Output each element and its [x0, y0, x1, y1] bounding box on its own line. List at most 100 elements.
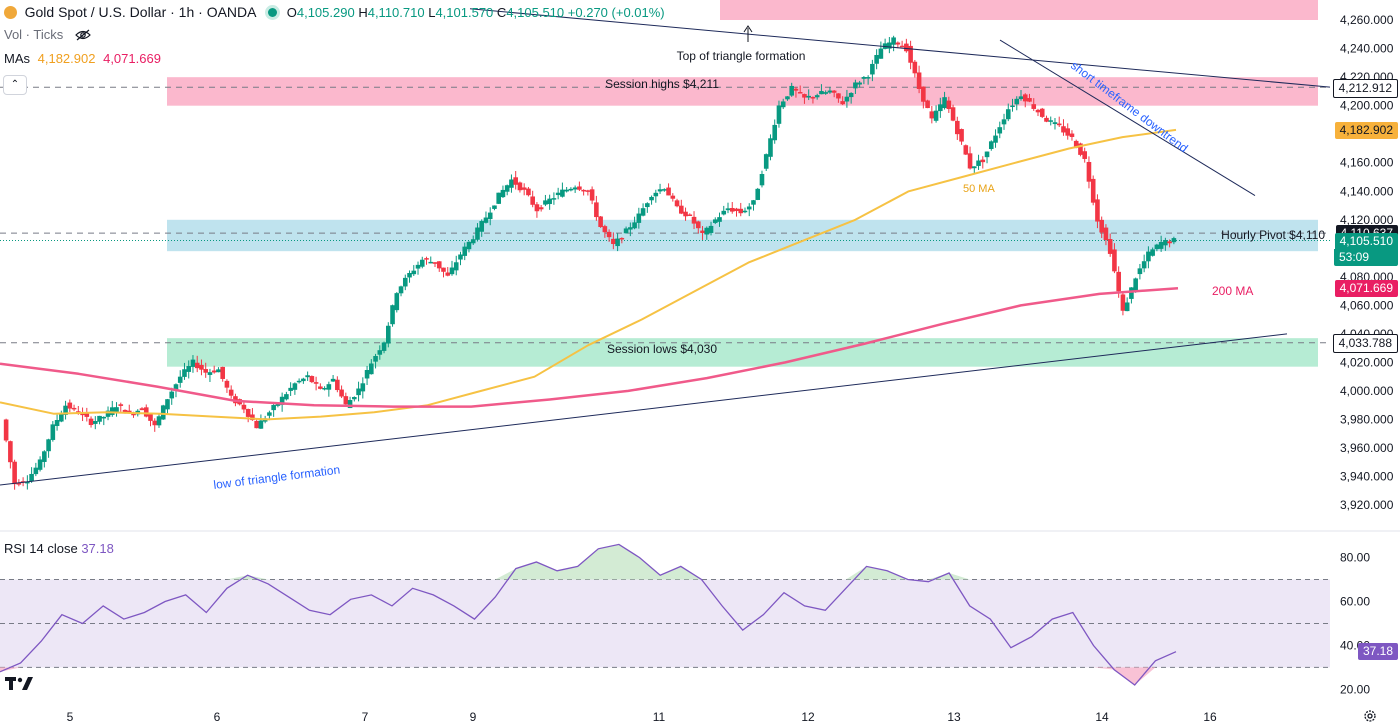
candle-body — [59, 413, 64, 422]
candle-body — [1146, 251, 1151, 262]
ohlc-low: 4,101.570 — [435, 5, 494, 20]
vol-label[interactable]: Vol · Ticks — [4, 27, 64, 42]
candle-body — [25, 481, 30, 484]
candle-body — [114, 407, 119, 412]
candle-body — [415, 264, 421, 269]
candle-body — [292, 383, 298, 390]
downtrend-line — [999, 39, 1256, 196]
candle-body — [71, 407, 77, 410]
ohlc-h-label: H — [358, 5, 368, 20]
x-tick-label: 13 — [947, 710, 961, 724]
candle-body — [398, 286, 404, 294]
candle-body — [470, 239, 476, 244]
candle-body — [878, 48, 884, 59]
candle-body — [1154, 244, 1160, 250]
candle-body — [955, 120, 960, 135]
candle-body — [695, 221, 701, 229]
candle-body — [63, 405, 68, 415]
candle-body — [606, 231, 612, 238]
candle-body — [853, 82, 858, 89]
candle-body — [649, 196, 654, 201]
settings-icon[interactable] — [1363, 709, 1377, 723]
eye-slash-icon[interactable] — [75, 28, 91, 46]
candle-body — [1090, 178, 1096, 203]
candle-body — [725, 208, 731, 211]
ma50-value: 4,182.902 — [37, 51, 96, 66]
annotation-hourly-pivot: Hourly Pivot $4,110 — [1221, 228, 1325, 242]
candle-body — [640, 208, 646, 216]
symbol-row[interactable]: Gold Spot / U.S. Dollar · 1h · OANDA O4,… — [4, 3, 665, 21]
ma50-line — [0, 128, 1177, 421]
candle-body — [29, 473, 34, 482]
candle-body — [1078, 143, 1083, 155]
candle-body — [173, 384, 179, 391]
candle-body — [929, 111, 935, 119]
candle-body — [271, 405, 276, 411]
candle-body — [394, 293, 400, 311]
y-tick-label: 4,020.000 — [1340, 355, 1394, 369]
mas-label[interactable]: MAs — [4, 51, 30, 66]
x-tick-label: 6 — [214, 710, 221, 724]
rsi-tick-label: 20.00 — [1340, 682, 1370, 696]
candle-body — [343, 396, 349, 405]
candle-body — [657, 189, 663, 192]
candle-body — [772, 124, 778, 141]
candle-body — [152, 420, 158, 426]
candle-body — [759, 174, 765, 186]
candle-body — [628, 227, 633, 230]
session-low-price-tag: 4,033.788 — [1332, 334, 1398, 354]
candle-body — [322, 388, 327, 390]
candle-body — [1061, 126, 1066, 133]
tradingview-logo-icon[interactable] — [5, 675, 35, 696]
candle-body — [789, 85, 795, 96]
candle-body — [1120, 294, 1126, 311]
candle-body — [126, 410, 132, 413]
candle-body — [330, 378, 336, 382]
y-tick-label: 4,140.000 — [1340, 184, 1394, 198]
candle-body — [916, 72, 922, 90]
candle-body — [1022, 94, 1028, 102]
candle-body — [16, 482, 22, 485]
chevron-up-icon: ⌃ — [10, 79, 20, 90]
candle-body — [3, 419, 9, 441]
x-tick-label: 16 — [1203, 710, 1217, 724]
candle-body — [1001, 119, 1007, 125]
candle-body — [139, 408, 145, 411]
candle-body — [819, 91, 824, 95]
arrowhead-icon — [743, 25, 753, 33]
candle-body — [402, 277, 408, 287]
candle-body — [118, 404, 124, 406]
candle-body — [619, 237, 625, 240]
candle-body — [708, 225, 714, 233]
x-tick-label: 12 — [801, 710, 815, 724]
symbol-title[interactable]: Gold Spot / U.S. Dollar · 1h · OANDA — [24, 4, 257, 20]
volume-row[interactable]: Vol · Ticks — [4, 26, 91, 44]
candle-body — [971, 166, 977, 169]
candle-body — [585, 190, 591, 192]
ohlc-l-label: L — [428, 5, 436, 20]
collapse-legend-button[interactable]: ⌃ — [3, 75, 27, 95]
candle-body — [904, 43, 909, 52]
annotation-low-triangle: low of triangle formation — [213, 463, 341, 492]
candle-body — [1167, 241, 1172, 244]
candle-body — [717, 217, 722, 222]
candle-body — [1052, 122, 1058, 125]
mas-row[interactable]: MAs 4,182.902 4,071.669 — [4, 50, 161, 68]
candle-body — [840, 101, 845, 105]
candle-body — [572, 187, 578, 190]
candle-body — [347, 400, 353, 409]
y-tick-label: 4,240.000 — [1340, 42, 1394, 56]
ma50-price-tag: 4,182.902 — [1334, 121, 1398, 139]
candle-body — [938, 104, 943, 112]
candle-body — [623, 228, 629, 234]
ma200-value: 4,071.669 — [103, 51, 161, 66]
candle-body — [504, 185, 510, 192]
candle-body — [305, 375, 310, 378]
candle-body — [1171, 238, 1177, 243]
candle-body — [220, 366, 225, 379]
rsi-tick-label: 80.00 — [1340, 551, 1370, 565]
annotation-top-triangle: Top of triangle formation — [677, 49, 806, 63]
candle-body — [1014, 98, 1020, 105]
candle-body — [1163, 240, 1168, 246]
